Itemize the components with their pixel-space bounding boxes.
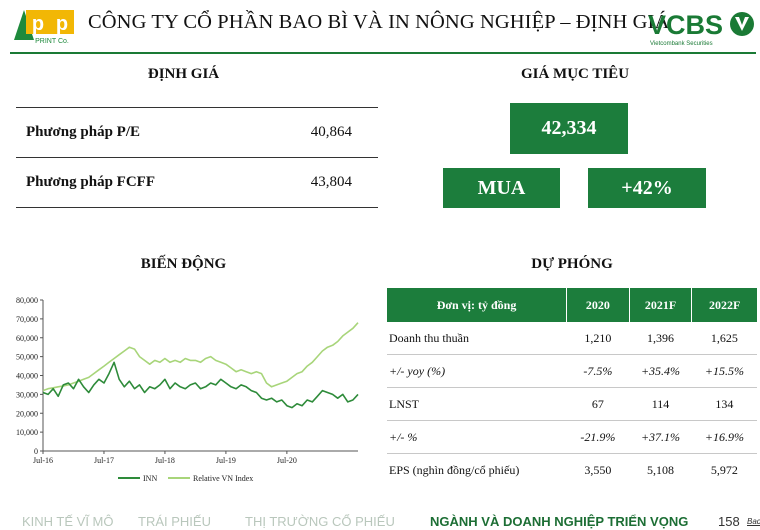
movement-title: BIẾN ĐỘNG (140, 256, 227, 272)
legend-label: Relative VN Index (193, 474, 253, 483)
y-tick-label: 30,000 (16, 390, 38, 399)
series-line-inn (42, 361, 359, 409)
target-price-box: 42,334 (510, 103, 628, 154)
forecast-row-label: +/- % (387, 420, 567, 454)
forecast-cell: -21.9% (566, 420, 630, 454)
forecast-cell: +37.1% (629, 420, 692, 454)
forecast-title: DỰ PHÓNG (531, 256, 613, 272)
forecast-header-2020: 2020 (566, 288, 630, 322)
forecast-row-label: EPS (nghìn đồng/cổ phiếu) (389, 462, 520, 477)
svg-text:Vietcombank Securities: Vietcombank Securities (650, 41, 713, 47)
svg-text:p: p (32, 13, 44, 35)
vcbs-logo: VCBS Vietcombank Securities (648, 10, 754, 47)
forecast-header-unit: Đơn vị: tỷ đồng (387, 288, 567, 322)
valuation-label: Phương pháp FCFF (26, 174, 156, 190)
x-tick-label: Jul-20 (277, 456, 297, 465)
forecast-cell: 5,108 (647, 462, 674, 477)
page-number: 158 (718, 514, 740, 529)
y-tick-label: 60,000 (16, 334, 38, 343)
x-tick-label: Jul-19 (216, 456, 236, 465)
legend-label: INN (143, 474, 157, 483)
forecast-cell: +15.5% (691, 354, 757, 388)
forecast-cell: 1,625 (691, 322, 757, 355)
forecast-cell: 67 (566, 387, 630, 421)
forecast-header-row: Đơn vị: tỷ đồng 2020 2021F 2022F (387, 288, 757, 322)
svg-text:p: p (56, 13, 68, 35)
forecast-header-2022f: 2022F (691, 288, 757, 322)
forecast-cell: 114 (629, 387, 692, 421)
forecast-row-revenue-growth: +/- yoy (%) -7.5% +35.4% +15.5% (387, 354, 757, 388)
x-tick-label: Jul-16 (33, 456, 53, 465)
header-divider (10, 52, 756, 54)
forecast-header-2021f: 2021F (628, 288, 692, 322)
forecast-cell: 1,396 (629, 322, 692, 355)
price-chart: 80,000 70,000 60,000 50,000 40,000 30,000 20,0… (16, 296, 359, 483)
forecast-row-eps: EPS (nghìn đồng/cổ phiếu) 3,550 5,108 5,… (387, 454, 757, 487)
footer-nav: KINH TẾ VĨ MÔ TRÁI PHIẾU THỊ TRƯỜNG CỔ P… (0, 509, 760, 530)
y-tick-label: 0 (34, 447, 38, 456)
svg-text:PRINT Co.: PRINT Co. (35, 38, 69, 45)
upside-box: +42% (588, 168, 706, 208)
forecast-table: Đơn vị: tỷ đồng 2020 2021F 2022F Doanh t… (387, 288, 757, 486)
valuation-row-fcff: Phương pháp FCFF 43,804 (16, 158, 378, 208)
y-tick-label: 70,000 (16, 315, 38, 324)
back-link[interactable]: Bac (747, 517, 760, 526)
y-tick-label: 80,000 (16, 296, 38, 305)
forecast-cell: +35.4% (629, 354, 692, 388)
forecast-row-profit-growth: +/- % -21.9% +37.1% +16.9% (387, 420, 757, 454)
footer-nav-macro[interactable]: KINH TẾ VĨ MÔ (22, 514, 114, 529)
recommendation-box: MUA (443, 168, 560, 208)
footer-nav-bonds[interactable]: TRÁI PHIẾU (138, 514, 211, 529)
forecast-cell: 1,210 (566, 322, 630, 355)
forecast-cell: -7.5% (566, 354, 630, 388)
y-tick-label: 40,000 (16, 372, 38, 381)
app-print-logo: p p PRINT Co. (14, 10, 74, 45)
x-tick-label: Jul-17 (94, 456, 114, 465)
forecast-row-net-profit: LNST 67 114 134 (387, 387, 757, 421)
forecast-cell: 3,550 (584, 462, 612, 477)
forecast-cell: 5,972 (710, 462, 738, 477)
valuation-top-rule (16, 107, 378, 108)
target-price-title: GIÁ MỤC TIÊU (520, 66, 630, 82)
valuation-title: ĐỊNH GIÁ (147, 66, 220, 82)
footer-nav-industry[interactable]: NGÀNH VÀ DOANH NGHIỆP TRIỂN VỌNG (430, 514, 689, 529)
valuation-value: 40,864 (310, 124, 352, 140)
x-tick-label: Jul-18 (155, 456, 175, 465)
svg-text:VCBS: VCBS (648, 10, 723, 40)
page-title: CÔNG TY CỔ PHẦN BAO BÌ VÀ IN NÔNG NGHIỆP… (88, 11, 670, 33)
valuation-label: Phương pháp P/E (26, 124, 141, 140)
forecast-cell: +16.9% (691, 420, 757, 454)
forecast-row-label: Doanh thu thuần (387, 322, 567, 355)
y-tick-label: 10,000 (16, 428, 38, 437)
series-line-relative-vn-index (42, 322, 359, 392)
forecast-row-label: +/- yoy (%) (387, 354, 567, 388)
footer-nav-stock-market[interactable]: THỊ TRƯỜNG CỔ PHIẾU (245, 514, 395, 529)
valuation-row-pe: Phương pháp P/E 40,864 (16, 108, 378, 158)
forecast-cell: 134 (691, 387, 757, 421)
y-tick-label: 50,000 (16, 353, 38, 362)
y-tick-label: 20,000 (16, 409, 38, 418)
forecast-row-label: LNST (387, 387, 567, 421)
valuation-value: 43,804 (310, 174, 352, 190)
forecast-row-revenue: Doanh thu thuần 1,210 1,396 1,625 (387, 322, 757, 355)
